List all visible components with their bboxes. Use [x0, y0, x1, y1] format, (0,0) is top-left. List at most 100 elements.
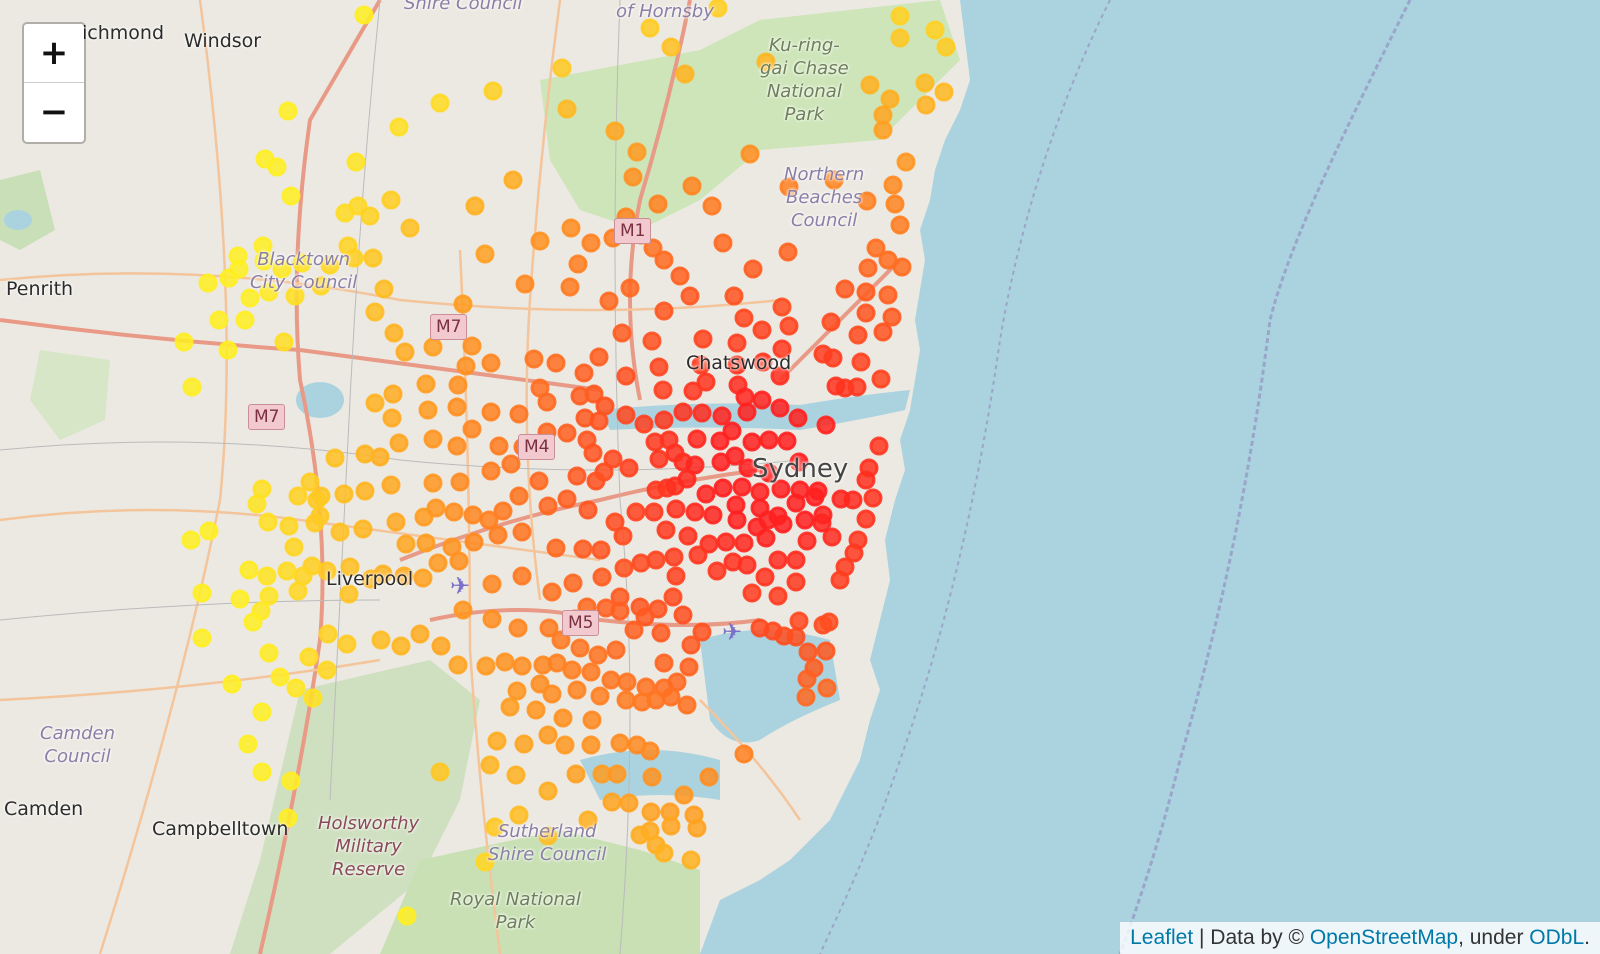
- map-marker[interactable]: [673, 402, 693, 422]
- map-marker[interactable]: [552, 58, 572, 78]
- map-marker[interactable]: [742, 583, 762, 603]
- map-marker[interactable]: [553, 708, 573, 728]
- map-marker[interactable]: [198, 273, 218, 293]
- map-marker[interactable]: [509, 805, 529, 825]
- map-marker[interactable]: [285, 286, 305, 306]
- map-marker[interactable]: [182, 377, 202, 397]
- map-marker[interactable]: [462, 419, 482, 439]
- map-marker[interactable]: [856, 470, 876, 490]
- map-marker[interactable]: [856, 282, 876, 302]
- map-marker[interactable]: [339, 584, 359, 604]
- map-marker[interactable]: [648, 194, 668, 214]
- map-marker[interactable]: [391, 636, 411, 656]
- map-marker[interactable]: [482, 574, 502, 594]
- map-marker[interactable]: [727, 333, 747, 353]
- map-marker[interactable]: [797, 669, 817, 689]
- map-marker[interactable]: [795, 510, 815, 530]
- map-marker[interactable]: [666, 566, 686, 586]
- map-marker[interactable]: [885, 194, 905, 214]
- map-marker[interactable]: [665, 443, 685, 463]
- map-marker[interactable]: [307, 490, 327, 510]
- map-marker[interactable]: [320, 255, 340, 275]
- map-marker[interactable]: [916, 95, 936, 115]
- map-marker[interactable]: [627, 142, 647, 162]
- map-marker[interactable]: [557, 489, 577, 509]
- map-marker[interactable]: [632, 692, 652, 712]
- map-marker[interactable]: [259, 643, 279, 663]
- map-marker[interactable]: [755, 567, 775, 587]
- map-marker[interactable]: [772, 297, 792, 317]
- map-marker[interactable]: [858, 258, 878, 278]
- map-marker[interactable]: [826, 376, 846, 396]
- map-marker[interactable]: [493, 501, 513, 521]
- map-marker[interactable]: [578, 810, 598, 830]
- map-marker[interactable]: [512, 522, 532, 542]
- map-marker[interactable]: [779, 177, 799, 197]
- map-marker[interactable]: [677, 469, 697, 489]
- map-marker[interactable]: [640, 741, 660, 761]
- map-marker[interactable]: [240, 288, 260, 308]
- map-marker[interactable]: [925, 20, 945, 40]
- map-marker[interactable]: [883, 175, 903, 195]
- map-marker[interactable]: [480, 755, 500, 775]
- map-marker[interactable]: [654, 301, 674, 321]
- map-marker[interactable]: [616, 405, 636, 425]
- map-marker[interactable]: [514, 734, 534, 754]
- map-marker[interactable]: [756, 52, 776, 72]
- map-marker[interactable]: [734, 308, 754, 328]
- map-marker[interactable]: [813, 615, 833, 635]
- map-marker[interactable]: [560, 277, 580, 297]
- map-marker[interactable]: [610, 733, 630, 753]
- map-marker[interactable]: [873, 120, 893, 140]
- map-marker[interactable]: [396, 534, 416, 554]
- map-marker[interactable]: [464, 532, 484, 552]
- map-marker[interactable]: [619, 793, 639, 813]
- map-marker[interactable]: [344, 248, 364, 268]
- map-marker[interactable]: [699, 767, 719, 787]
- map-marker[interactable]: [681, 635, 701, 655]
- map-marker[interactable]: [589, 347, 609, 367]
- map-marker[interactable]: [272, 259, 292, 279]
- map-marker[interactable]: [340, 557, 360, 577]
- map-marker[interactable]: [601, 670, 621, 690]
- map-marker[interactable]: [673, 605, 693, 625]
- map-marker[interactable]: [254, 251, 274, 271]
- map-marker[interactable]: [610, 601, 630, 621]
- map-marker[interactable]: [259, 586, 279, 606]
- map-marker[interactable]: [489, 436, 509, 456]
- map-marker[interactable]: [530, 674, 550, 694]
- map-marker[interactable]: [725, 446, 745, 466]
- map-marker[interactable]: [619, 458, 639, 478]
- map-marker[interactable]: [591, 540, 611, 560]
- map-marker[interactable]: [563, 573, 583, 593]
- map-marker[interactable]: [649, 449, 669, 469]
- map-marker[interactable]: [485, 817, 505, 837]
- map-marker[interactable]: [495, 652, 515, 672]
- map-marker[interactable]: [449, 551, 469, 571]
- map-marker[interactable]: [816, 415, 836, 435]
- map-marker[interactable]: [613, 526, 633, 546]
- map-marker[interactable]: [817, 678, 837, 698]
- map-marker[interactable]: [759, 463, 779, 483]
- map-marker[interactable]: [936, 37, 956, 57]
- map-marker[interactable]: [278, 808, 298, 828]
- map-marker[interactable]: [546, 538, 566, 558]
- map-marker[interactable]: [869, 436, 889, 456]
- map-marker[interactable]: [738, 458, 758, 478]
- map-marker[interactable]: [605, 121, 625, 141]
- map-marker[interactable]: [192, 583, 212, 603]
- map-marker[interactable]: [277, 561, 297, 581]
- map-marker[interactable]: [303, 688, 323, 708]
- map-marker[interactable]: [239, 560, 259, 580]
- map-marker[interactable]: [844, 543, 864, 563]
- map-marker[interactable]: [641, 802, 661, 822]
- map-marker[interactable]: [503, 170, 523, 190]
- map-marker[interactable]: [588, 645, 608, 665]
- map-marker[interactable]: [796, 687, 816, 707]
- map-marker[interactable]: [732, 477, 752, 497]
- map-marker[interactable]: [334, 484, 354, 504]
- map-marker[interactable]: [788, 408, 808, 428]
- map-marker[interactable]: [252, 479, 272, 499]
- map-marker[interactable]: [286, 678, 306, 698]
